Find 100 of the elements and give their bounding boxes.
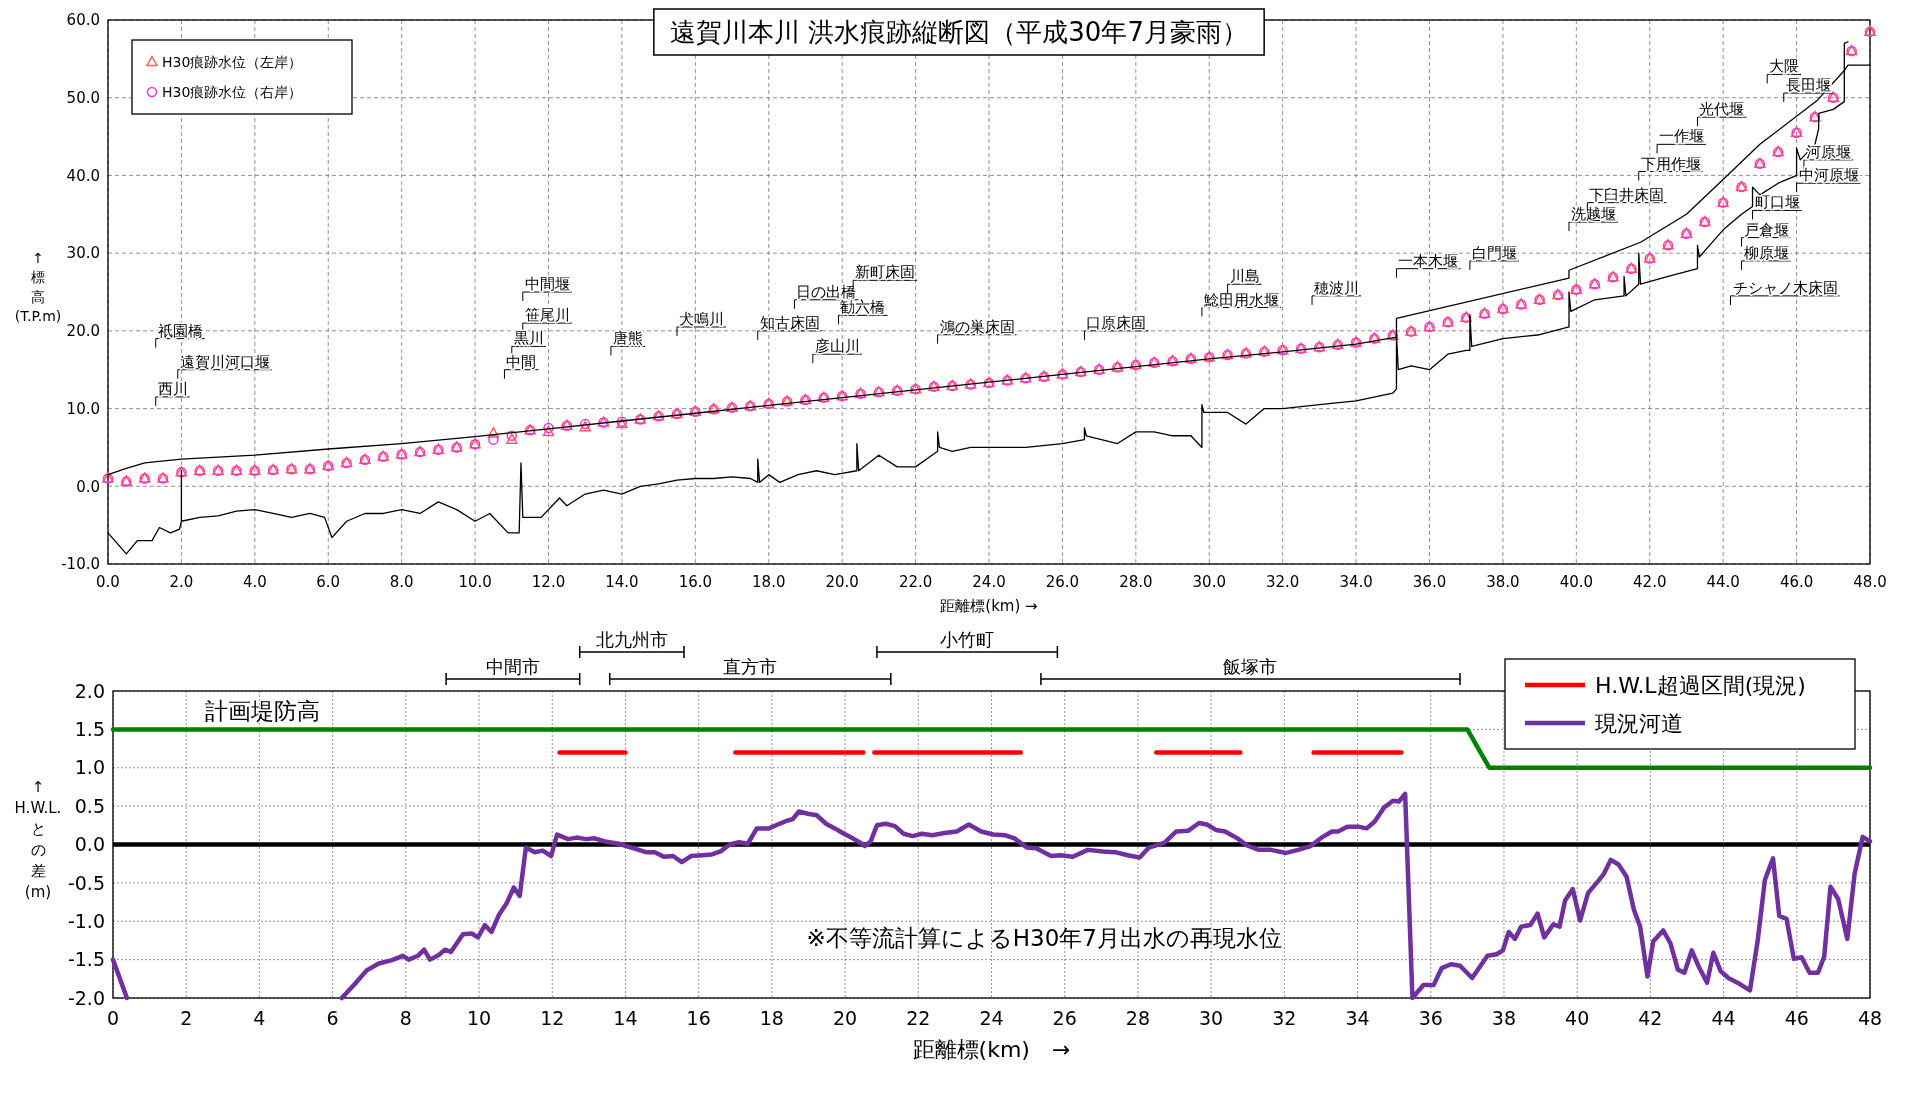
y-tick-label: -10.0: [61, 555, 100, 574]
annotation: 穂波川: [1314, 278, 1360, 297]
annotation: 柳原堰: [1743, 243, 1789, 262]
x-tick-label: 32: [1272, 1007, 1297, 1029]
y-tick-label: 60.0: [66, 11, 100, 30]
text: 中間市: [485, 656, 540, 677]
x-tick-label: 10: [466, 1007, 492, 1029]
x-tick-label: 8: [399, 1007, 412, 1029]
x-tick-label: 12: [540, 1007, 565, 1029]
annotation: 一本木堰: [1398, 251, 1459, 270]
annotation: 口原床固: [1086, 313, 1147, 332]
legend-label: 現況河道: [1595, 710, 1683, 736]
x-tick-label: 22.0: [898, 573, 933, 591]
annotation: ※不等流計算によるH30年7月出水の再現水位: [806, 924, 1282, 951]
y-tick-label: 1.0: [74, 756, 105, 779]
annotation: 中河原堰: [1798, 166, 1859, 185]
x-tick-label: 28: [1125, 1007, 1151, 1029]
y-tick-label: -1.0: [67, 909, 105, 932]
x-tick-label: 36: [1418, 1007, 1443, 1029]
x-tick-label: 18: [759, 1007, 784, 1029]
y-tick-label: 0.5: [74, 794, 105, 817]
x-tick-label: 20.0: [825, 573, 859, 591]
annotation: 犬鳴川: [678, 309, 724, 328]
x-tick-label: 40.0: [1559, 573, 1594, 591]
annotation: 中間堰: [524, 275, 570, 293]
y-tick-label: -2.0: [67, 986, 105, 1009]
annotation: 新町床固: [855, 263, 916, 282]
annotation: 黒川: [513, 329, 544, 348]
y-axis-title: ↑標高(T.P.m): [14, 249, 62, 325]
x-tick-label: 28.0: [1119, 573, 1153, 591]
x-tick-label: 30: [1199, 1007, 1224, 1029]
y-tick-label: 40.0: [66, 166, 100, 185]
text: 直方市: [723, 656, 778, 677]
annotation: 戸倉堰: [1743, 220, 1789, 239]
x-tick-label: 26: [1052, 1007, 1077, 1029]
annotation: 計画堤防高: [204, 698, 320, 725]
annotation: 洗越堰: [1570, 205, 1616, 224]
x-tick-label: 24: [979, 1007, 1004, 1029]
x-tick-label: 34: [1345, 1007, 1370, 1029]
x-tick-label: 4.0: [242, 573, 267, 591]
x-axis-title: 距離標(km) →: [912, 1037, 1071, 1063]
x-tick-label: 0.0: [96, 573, 120, 591]
x-tick-label: 34.0: [1339, 573, 1373, 591]
x-tick-label: 32.0: [1265, 573, 1300, 591]
text: 飯塚市: [1223, 656, 1278, 677]
annotation: 大隈: [1769, 57, 1800, 76]
chart-title: 遠賀川本川 洪水痕跡縦断図（平成30年7月豪雨）: [670, 17, 1248, 48]
x-tick-label: 38: [1491, 1007, 1517, 1029]
x-tick-label: 2.0: [169, 573, 194, 591]
x-tick-label: 46.0: [1779, 573, 1814, 591]
x-tick-label: 46: [1784, 1007, 1809, 1029]
x-tick-label: 44.0: [1706, 573, 1740, 591]
y-tick-label: 2.0: [74, 679, 105, 702]
annotation: 唐熊: [612, 329, 643, 348]
x-tick-label: 4: [253, 1007, 266, 1029]
text: 北九州市: [595, 629, 668, 650]
annotation: 一作堰: [1659, 127, 1705, 146]
x-tick-label: 36.0: [1412, 573, 1447, 591]
annotation: チシャノ木床固: [1732, 278, 1838, 297]
x-tick-label: 0: [106, 1007, 120, 1029]
y-tick-label: 30.0: [66, 244, 100, 263]
annotation: 笹尾川: [524, 306, 570, 325]
annotation: 鯰田用水堰: [1203, 290, 1279, 309]
y-tick-label: -0.5: [67, 871, 105, 894]
y-tick-label: 20.0: [66, 322, 100, 341]
y-tick-label: 50.0: [66, 88, 100, 107]
annotation: 祇園橋: [157, 321, 203, 340]
annotation: 彦山川: [814, 337, 860, 356]
annotation: 町口堰: [1754, 193, 1800, 212]
x-tick-label: 16.0: [678, 573, 713, 591]
text: 小竹町: [940, 629, 995, 650]
annotation: 光代堰: [1699, 100, 1745, 119]
annotation: 川島: [1229, 267, 1260, 286]
annotation: 中間: [506, 352, 537, 371]
x-tick-label: 20: [832, 1007, 858, 1029]
x-tick-label: 40: [1565, 1007, 1590, 1029]
x-tick-label: 18.0: [752, 573, 786, 591]
x-tick-label: 16: [686, 1007, 711, 1029]
annotation: 遠賀川河口堰: [179, 352, 270, 371]
x-tick-label: 30.0: [1192, 573, 1226, 591]
annotation: 勧六橋: [840, 298, 886, 317]
annotation: 長田堰: [1785, 76, 1831, 95]
x-tick-label: 2: [180, 1007, 193, 1029]
x-tick-label: 14.0: [605, 573, 639, 591]
y-tick-label: 0.0: [74, 833, 105, 856]
x-tick-label: 6.0: [316, 573, 341, 591]
x-tick-label: 42: [1638, 1007, 1663, 1029]
annotation: 下臼井床固: [1589, 185, 1665, 204]
x-tick-label: 24.0: [972, 573, 1006, 591]
annotation: 知古床固: [759, 313, 820, 332]
x-tick-label: 48.0: [1853, 573, 1887, 591]
annotation: 下用作堰: [1640, 154, 1701, 173]
annotation: 西川: [157, 379, 188, 398]
legend-label: H.W.L超過区間(現況): [1595, 672, 1806, 698]
x-tick-label: 48: [1857, 1007, 1883, 1029]
y-tick-label: 10.0: [66, 399, 100, 418]
x-tick-label: 12.0: [531, 573, 566, 591]
annotation: 日の出橋: [796, 282, 857, 301]
legend-label: H30痕跡水位（右岸）: [162, 83, 303, 100]
y-tick-label: -1.5: [67, 948, 105, 971]
